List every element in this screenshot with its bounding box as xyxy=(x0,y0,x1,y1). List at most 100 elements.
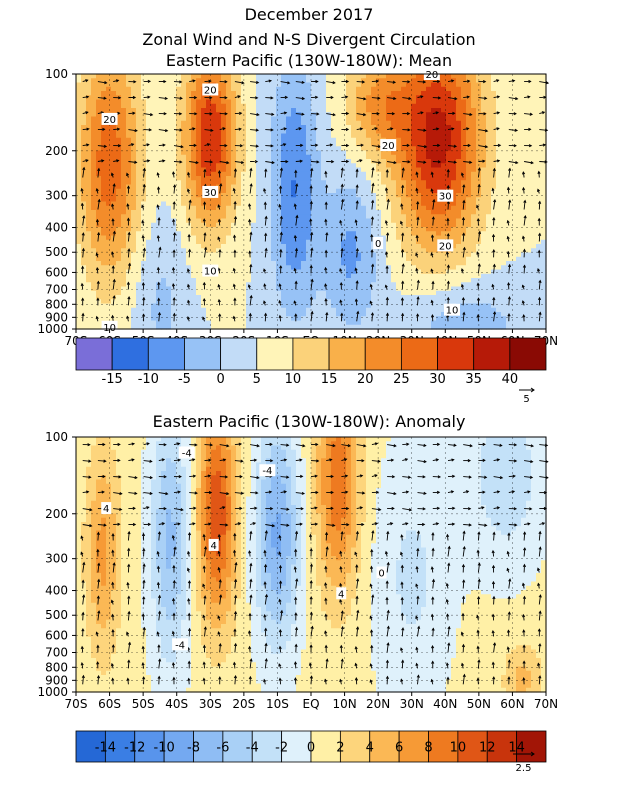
field-cell xyxy=(201,261,207,266)
field-cell xyxy=(391,252,397,258)
field-cell xyxy=(116,129,122,135)
field-cell xyxy=(296,248,302,254)
field-cell xyxy=(481,316,487,322)
field-cell xyxy=(451,299,457,305)
field-cell xyxy=(256,129,262,135)
field-cell xyxy=(166,269,172,275)
field-cell xyxy=(106,193,112,198)
field-cell xyxy=(256,167,262,173)
field-cell xyxy=(141,120,147,126)
field-cell xyxy=(411,248,417,254)
field-cell xyxy=(271,312,277,317)
field-cell xyxy=(451,154,457,160)
field-cell xyxy=(136,125,142,130)
field-cell xyxy=(431,116,437,122)
field-cell xyxy=(261,218,267,224)
field-cell xyxy=(346,320,352,326)
field-cell xyxy=(86,150,92,156)
field-cell xyxy=(476,74,482,79)
field-cell xyxy=(276,239,282,245)
field-cell xyxy=(281,324,287,330)
field-cell xyxy=(206,154,212,160)
field-cell xyxy=(271,95,277,101)
field-cell xyxy=(486,295,492,300)
field-cell xyxy=(446,278,452,283)
field-cell xyxy=(351,248,357,254)
field-cell xyxy=(116,205,122,211)
field-cell xyxy=(316,273,322,279)
field-cell xyxy=(416,252,422,258)
field-cell xyxy=(166,222,172,228)
field-cell xyxy=(136,252,142,258)
field-cell xyxy=(276,137,282,143)
field-cell xyxy=(111,180,117,186)
field-cell xyxy=(316,269,322,275)
field-cell xyxy=(161,316,167,322)
field-cell xyxy=(181,176,187,181)
field-cell xyxy=(316,176,322,181)
field-cell xyxy=(451,129,457,135)
field-cell xyxy=(411,78,417,84)
field-cell xyxy=(286,116,292,122)
field-cell xyxy=(371,210,377,215)
field-cell xyxy=(441,180,447,186)
field-cell xyxy=(251,299,257,305)
field-cell xyxy=(166,167,172,173)
field-cell xyxy=(401,146,407,152)
field-cell xyxy=(361,74,367,79)
field-cell xyxy=(91,91,97,96)
field-cell xyxy=(251,214,257,220)
field-cell xyxy=(421,167,427,173)
field-cell xyxy=(126,256,132,262)
field-cell xyxy=(201,129,207,135)
field-cell xyxy=(436,133,442,139)
field-cell xyxy=(461,133,467,139)
field-cell xyxy=(181,163,187,169)
field-cell xyxy=(291,256,297,262)
field-cell xyxy=(441,282,447,288)
field-cell xyxy=(201,227,207,232)
field-cell xyxy=(246,103,252,109)
field-cell xyxy=(481,248,487,254)
field-cell xyxy=(131,312,137,317)
field-cell xyxy=(421,265,427,271)
field-cell xyxy=(276,320,282,326)
field-cell xyxy=(341,307,347,313)
field-cell xyxy=(211,256,217,262)
field-cell xyxy=(91,142,97,147)
field-cell xyxy=(131,231,137,237)
field-cell xyxy=(76,197,82,203)
field-cell xyxy=(471,188,477,194)
field-cell xyxy=(301,205,307,211)
field-cell xyxy=(376,286,382,292)
field-cell xyxy=(411,201,417,207)
field-cell xyxy=(356,197,362,203)
field-cell xyxy=(331,316,337,322)
field-cell xyxy=(271,320,277,326)
field-cell xyxy=(236,167,242,173)
field-cell xyxy=(426,210,432,215)
field-cell xyxy=(226,133,232,139)
field-cell xyxy=(126,163,132,169)
field-cell xyxy=(366,108,372,113)
field-cell xyxy=(396,116,402,122)
field-cell xyxy=(391,82,397,88)
field-cell xyxy=(306,163,312,169)
field-cell xyxy=(441,278,447,283)
field-cell xyxy=(331,129,337,135)
field-cell xyxy=(231,188,237,194)
field-cell xyxy=(306,210,312,215)
field-cell xyxy=(481,103,487,109)
field-cell xyxy=(431,125,437,130)
field-cell xyxy=(411,82,417,88)
field-cell xyxy=(411,86,417,92)
field-cell xyxy=(391,91,397,96)
field-cell xyxy=(351,286,357,292)
field-cell xyxy=(401,91,407,96)
field-cell xyxy=(91,176,97,181)
field-cell xyxy=(116,74,122,79)
field-cell xyxy=(136,290,142,296)
field-cell xyxy=(301,103,307,109)
field-cell xyxy=(341,320,347,326)
field-cell xyxy=(301,125,307,130)
